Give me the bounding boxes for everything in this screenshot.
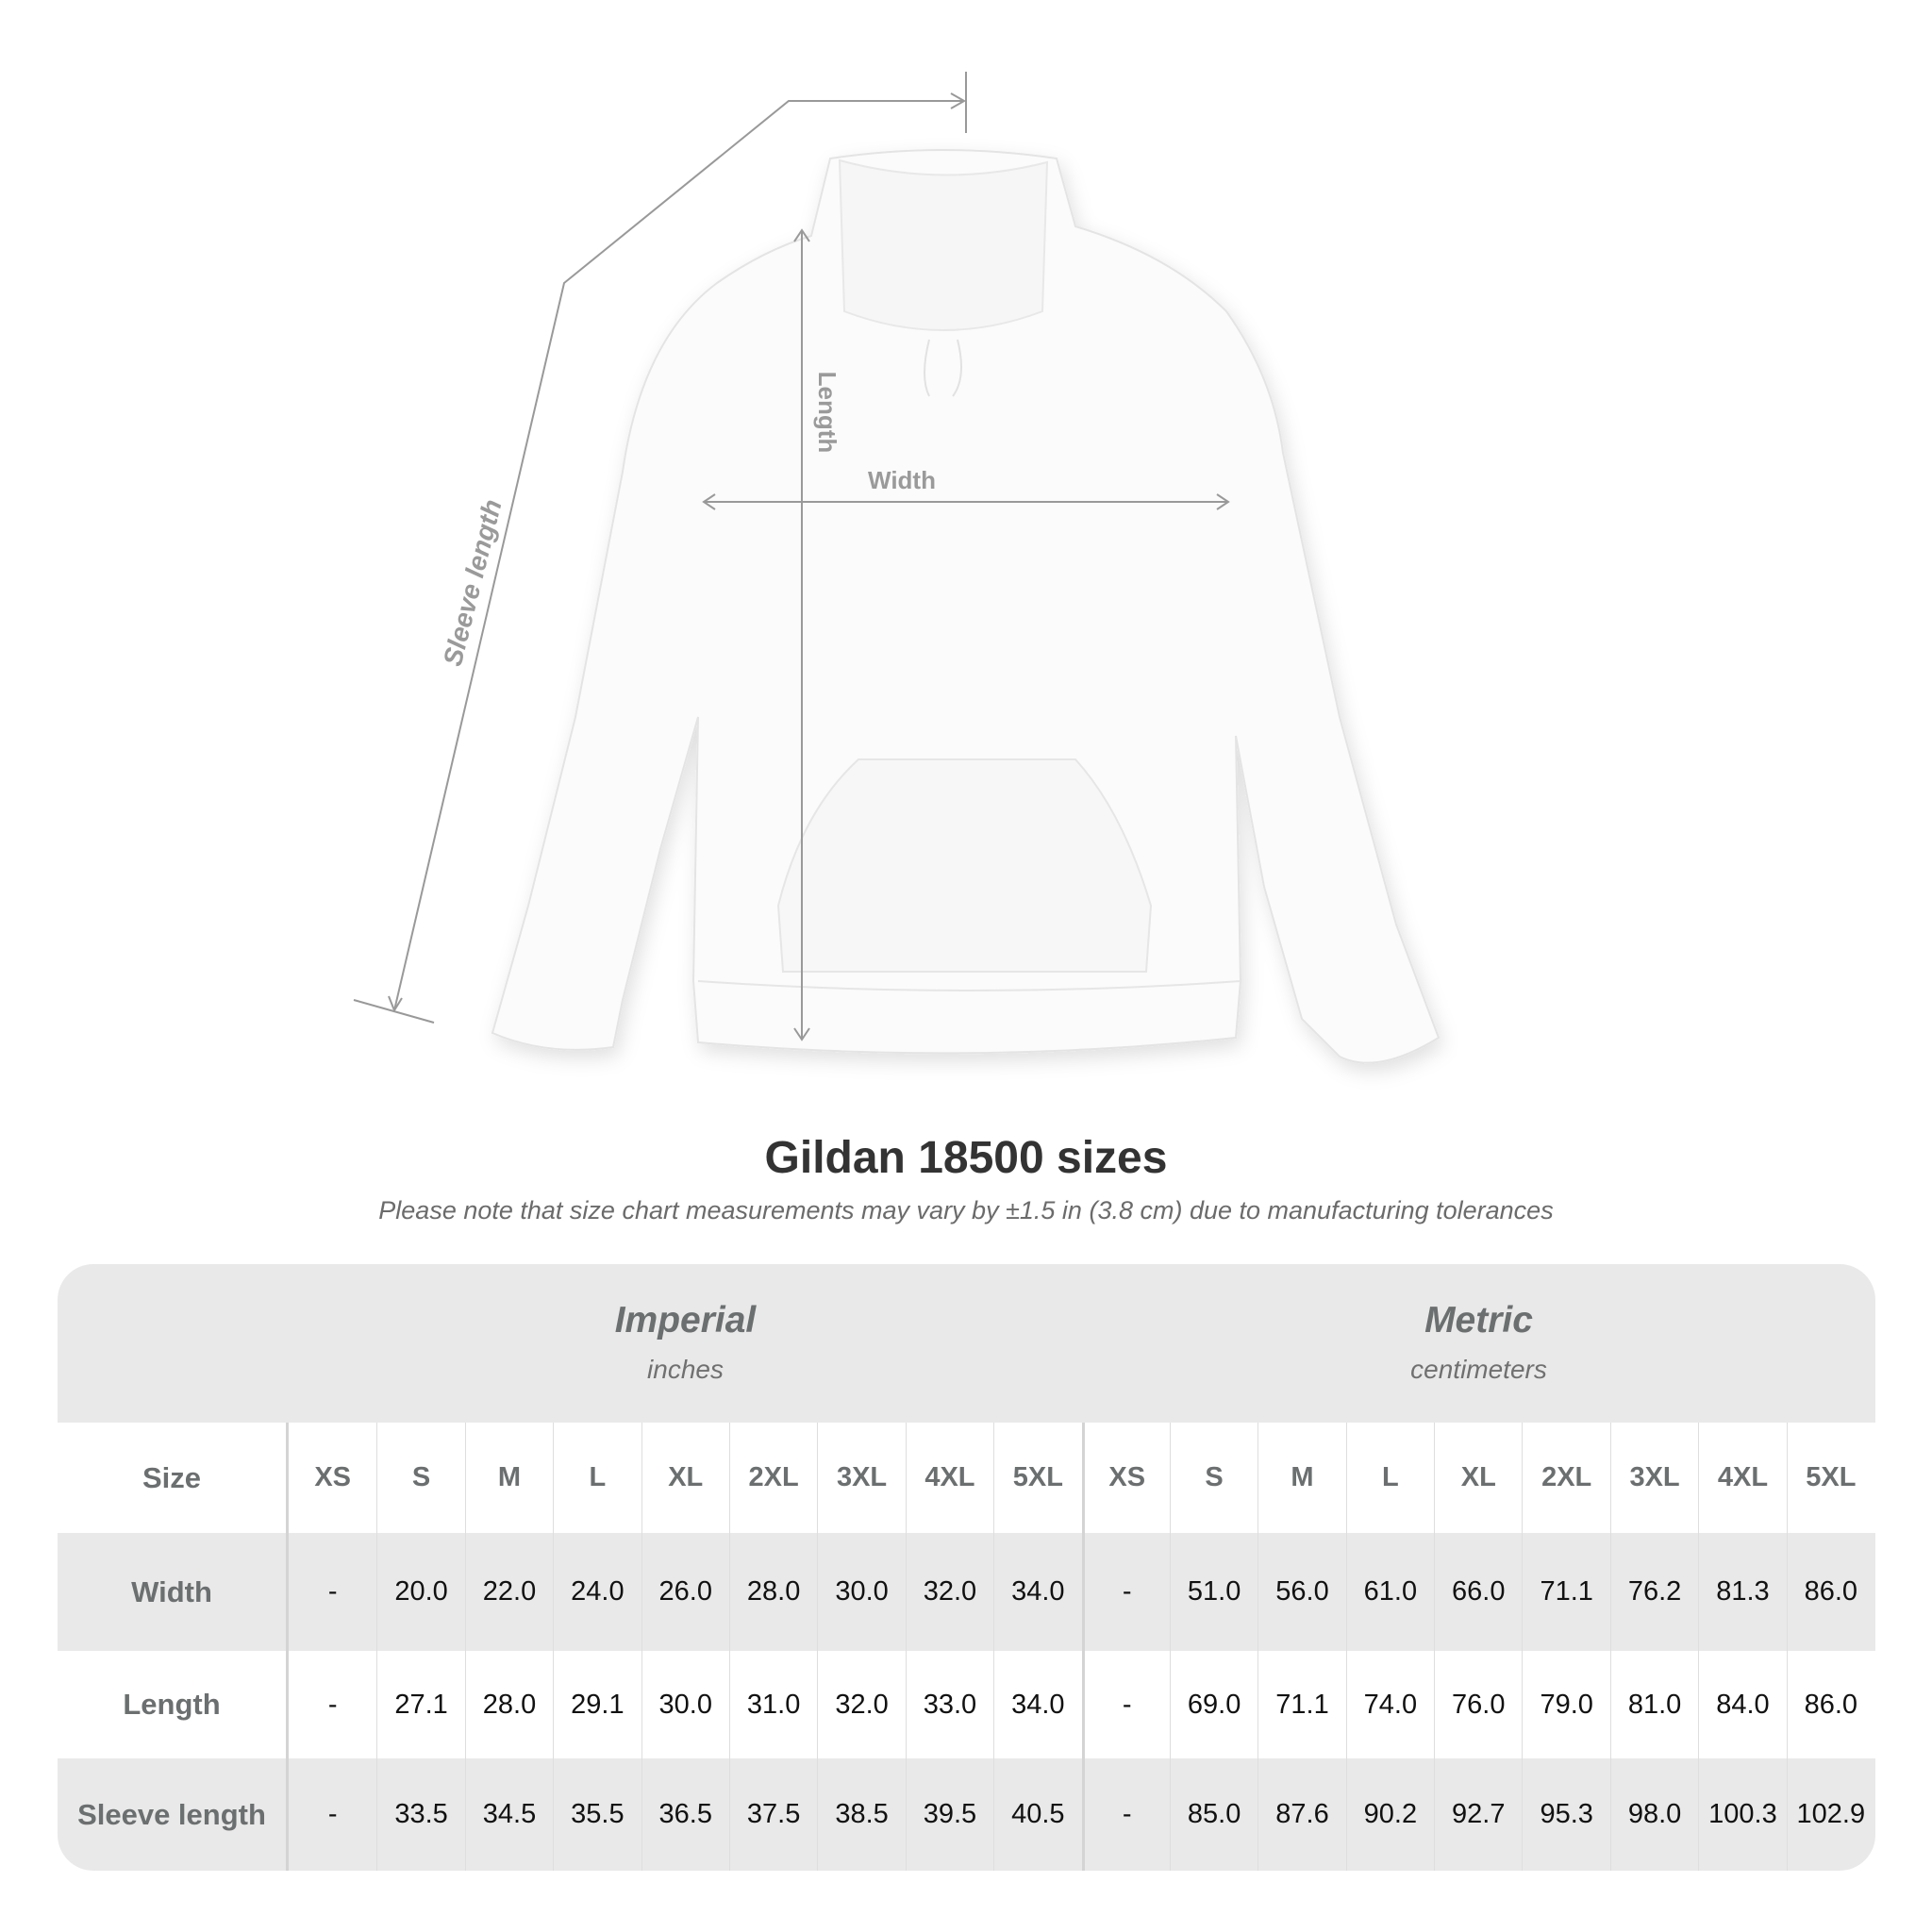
size-header-3xl: 3XL [1609,1423,1698,1533]
table-cell: - [327,1799,338,1829]
imperial-header: Imperial inches [289,1264,1082,1423]
table-cell: 102.9 [1786,1758,1874,1871]
table-cell: 35.5 [553,1758,641,1871]
table-cell: 84.0 [1698,1651,1786,1758]
size-header-s: S [1169,1423,1257,1533]
table-cell: 30.0 [817,1533,905,1651]
length-label: Length [813,372,841,454]
table-cell: - [327,1689,338,1720]
table-cell: 76.0 [1434,1651,1522,1758]
table-cell: - [327,1576,338,1607]
table-cell: 69.0 [1169,1651,1257,1758]
table-cell: 33.5 [376,1758,464,1871]
metric-title: Metric [1424,1300,1533,1341]
table-cell: 34.0 [993,1533,1081,1651]
table-cell: 51.0 [1169,1533,1257,1651]
table-cell: 32.0 [905,1533,993,1651]
size-header-l: L [1345,1423,1434,1533]
hoodie-shape [491,149,1441,1064]
tolerance-note: Please note that size chart measurements… [378,1196,1554,1224]
table-cell: 24.0 [553,1533,641,1651]
size-header-m: M [1257,1423,1345,1533]
table-cell: - [1081,1533,1170,1651]
size-header-m: M [464,1423,553,1533]
table-cell: 66.0 [1434,1533,1522,1651]
sleeve-arrow [353,72,967,1024]
size-header-5xl: 5XL [1786,1423,1874,1533]
table-cell: 71.1 [1522,1533,1609,1651]
table-cell: 85.0 [1169,1758,1257,1871]
table-cell: 27.1 [376,1651,464,1758]
size-header-2xl: 2XL [728,1423,817,1533]
table-cell: 39.5 [905,1758,993,1871]
table-row: Length -27.1 28.0 29.1 30.0 31.0 32.0 33.0 34.0-… [58,1651,1875,1758]
table-cell: 28.0 [728,1533,817,1651]
table-cell: 34.0 [993,1651,1081,1758]
size-header-l: L [553,1423,641,1533]
table-cell: 33.0 [905,1651,993,1758]
size-header-3xl: 3XL [817,1423,905,1533]
table-cell: 34.5 [464,1758,553,1871]
size-row: Size XS S M L XL 2XL 3XL 4XL 5XL XS S M L XL 2XL 3XL 4XL 5… [58,1423,1875,1533]
table-row: Width -20.0 22.0 24.0 26.0 28.0 30.0 32.0 34.0-5… [58,1533,1875,1651]
table-row: Sleeve length - 33.5 34.5 35.5 36.5 37.5 38.5 39… [58,1758,1875,1871]
size-table: Imperial inches Metric centimeters Size X… [58,1264,1875,1871]
table-cell: 20.0 [376,1533,464,1651]
table-cell: 30.0 [641,1651,729,1758]
row-label: Length [58,1651,289,1758]
table-cell: 61.0 [1345,1533,1434,1651]
table-cell: 95.3 [1522,1758,1609,1871]
width-label: Width [868,466,936,494]
table-cell: 40.5 [993,1758,1081,1871]
page-title: Gildan 18500 sizes [764,1133,1168,1183]
size-header-xl: XL [641,1423,729,1533]
table-cell: 71.1 [1257,1651,1345,1758]
table-cell: 22.0 [464,1533,553,1651]
table-cell: 76.2 [1609,1533,1698,1651]
table-cell: 29.1 [553,1651,641,1758]
table-cell: 86.0 [1786,1651,1874,1758]
table-cell: 36.5 [641,1758,729,1871]
size-header-xs: XS [314,1462,352,1492]
row-label: Sleeve length [58,1758,289,1871]
table-cell: 79.0 [1522,1651,1609,1758]
table-cell: 74.0 [1345,1651,1434,1758]
size-header-4xl: 4XL [1698,1423,1786,1533]
sleeve-length-label: Sleeve length [438,496,508,669]
table-cell: 81.3 [1698,1533,1786,1651]
size-header-xl: XL [1434,1423,1522,1533]
table-cell: 37.5 [728,1758,817,1871]
table-cell: 90.2 [1345,1758,1434,1871]
table-cell: - [1081,1651,1170,1758]
hoodie-illustration: Length Width Sleeve length [353,72,1441,1064]
table-cell: 31.0 [728,1651,817,1758]
table-cell: - [1081,1758,1170,1871]
table-cell: 38.5 [817,1758,905,1871]
table-cell: 56.0 [1257,1533,1345,1651]
imperial-title: Imperial [614,1300,757,1341]
imperial-unit: inches [647,1355,724,1384]
size-header-2xl: 2XL [1522,1423,1609,1533]
width-arrow [702,493,1230,510]
size-label: Size [58,1423,289,1533]
row-label: Width [58,1533,289,1651]
table-cell: 92.7 [1434,1758,1522,1871]
table-cell: 28.0 [464,1651,553,1758]
length-arrow [793,228,810,1041]
table-cell: 32.0 [817,1651,905,1758]
table-cell: 86.0 [1786,1533,1874,1651]
metric-unit: centimeters [1410,1355,1547,1384]
table-cell: 100.3 [1698,1758,1786,1871]
table-cell: 81.0 [1609,1651,1698,1758]
table-cell: 26.0 [641,1533,729,1651]
size-header-s: S [376,1423,464,1533]
size-header-4xl: 4XL [905,1423,993,1533]
size-header-5xl: 5XL [993,1423,1081,1533]
size-header-xs: XS [1081,1423,1170,1533]
table-cell: 98.0 [1609,1758,1698,1871]
table-cell: 87.6 [1257,1758,1345,1871]
metric-header: Metric centimeters [1082,1264,1875,1423]
